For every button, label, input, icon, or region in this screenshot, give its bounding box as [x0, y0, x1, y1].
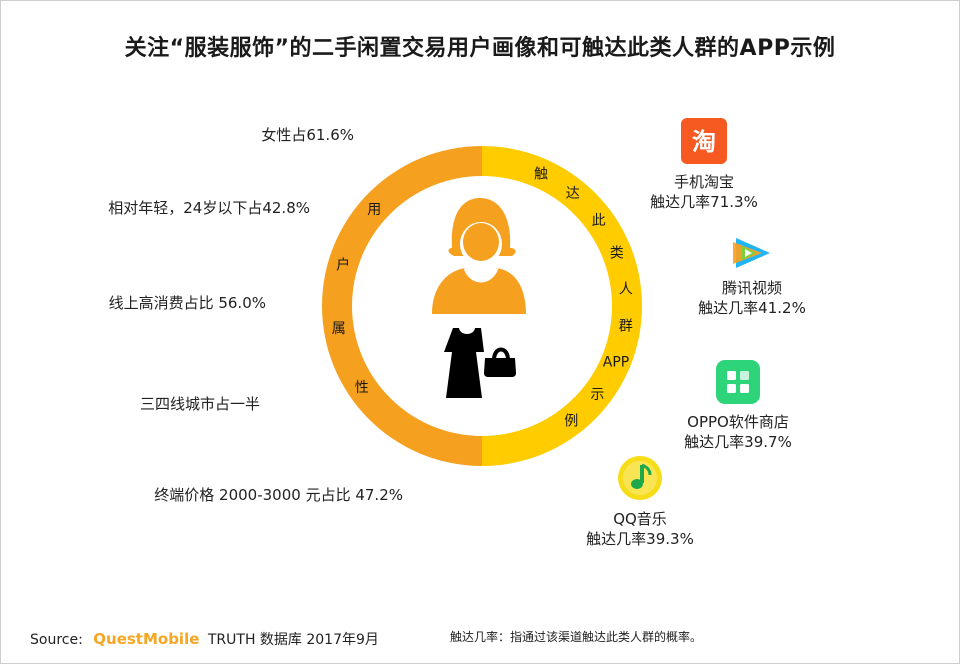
ring-right-label-char-3: 类 [610, 245, 624, 261]
attribute-city-tier: 三四线城市占一半 [139, 395, 260, 413]
ring-right-label-char-5: 群 [619, 319, 633, 335]
attribute-young: 相对年轻，24岁以下占42.8% [108, 199, 310, 217]
app-reach: 触达几率41.2% [698, 299, 806, 317]
source-label: Source: [30, 632, 83, 648]
app-reach: 触达几率71.3% [650, 193, 758, 211]
source-line: Source: QuestMobile TRUTH 数据库 2017年9月 [30, 629, 379, 649]
app-item-taobao: 淘 手机淘宝 触达几率71.3% [624, 118, 784, 212]
dress-icon [444, 328, 484, 398]
user-avatar-icon [432, 198, 526, 314]
app-item-oppo-store: OPPO软件商店 触达几率39.7% [658, 360, 818, 452]
ring-right-label-char-8: 例 [564, 413, 578, 429]
attribute-female: 女性占61.6% [261, 126, 354, 144]
svg-text:淘: 淘 [692, 128, 716, 156]
app-reach: 触达几率39.7% [684, 433, 792, 451]
qq-music-icon [618, 456, 662, 500]
reach-definition-note: 触达几率：指通过该渠道触达此类人群的概率。 [450, 630, 703, 644]
ring-right-label-char-4: 人 [619, 281, 633, 297]
tencent-video-icon [733, 238, 770, 268]
ring-right-label-char-0: 触 [534, 167, 548, 183]
app-item-qq-music: QQ音乐 触达几率39.3% [560, 455, 720, 549]
brand-name: QuestMobile [93, 630, 200, 648]
oppo-store-icon [716, 360, 760, 404]
app-name: OPPO软件商店 [687, 413, 789, 431]
attribute-high-spending: 线上高消费占比 56.0% [108, 294, 266, 312]
ring-left-label-char-2: 属 [332, 321, 346, 337]
chart-title: 关注“服装服饰”的二手闲置交易用户画像和可触达此类人群的APP示例 [124, 36, 836, 61]
ring-left-label-char-1: 户 [336, 256, 350, 273]
handbag-icon [484, 347, 516, 377]
ring-left-label-char-3: 性 [355, 380, 369, 396]
taobao-icon: 淘 [681, 118, 727, 164]
attribute-device-price: 终端价格 2000-3000 元占比 47.2% [154, 486, 403, 504]
app-reach: 触达几率39.3% [586, 530, 694, 548]
ring-right-label-char-2: 此 [592, 213, 606, 229]
ring-right-label-char-7: 示 [590, 387, 604, 403]
app-name: QQ音乐 [613, 510, 667, 528]
ring-right-label-char-6: APP [603, 355, 629, 371]
app-name: 手机淘宝 [673, 173, 734, 191]
app-item-tencent-video: 腾讯视频 触达几率41.2% [672, 236, 832, 318]
app-name: 腾讯视频 [721, 279, 782, 297]
source-text: TRUTH 数据库 2017年9月 [207, 632, 379, 648]
ring-right-label: 触达此类人群 APP 示例 [534, 167, 633, 430]
ring-left-label-char-0: 用 [367, 202, 381, 218]
ring-right-label-char-1: 达 [566, 186, 580, 202]
